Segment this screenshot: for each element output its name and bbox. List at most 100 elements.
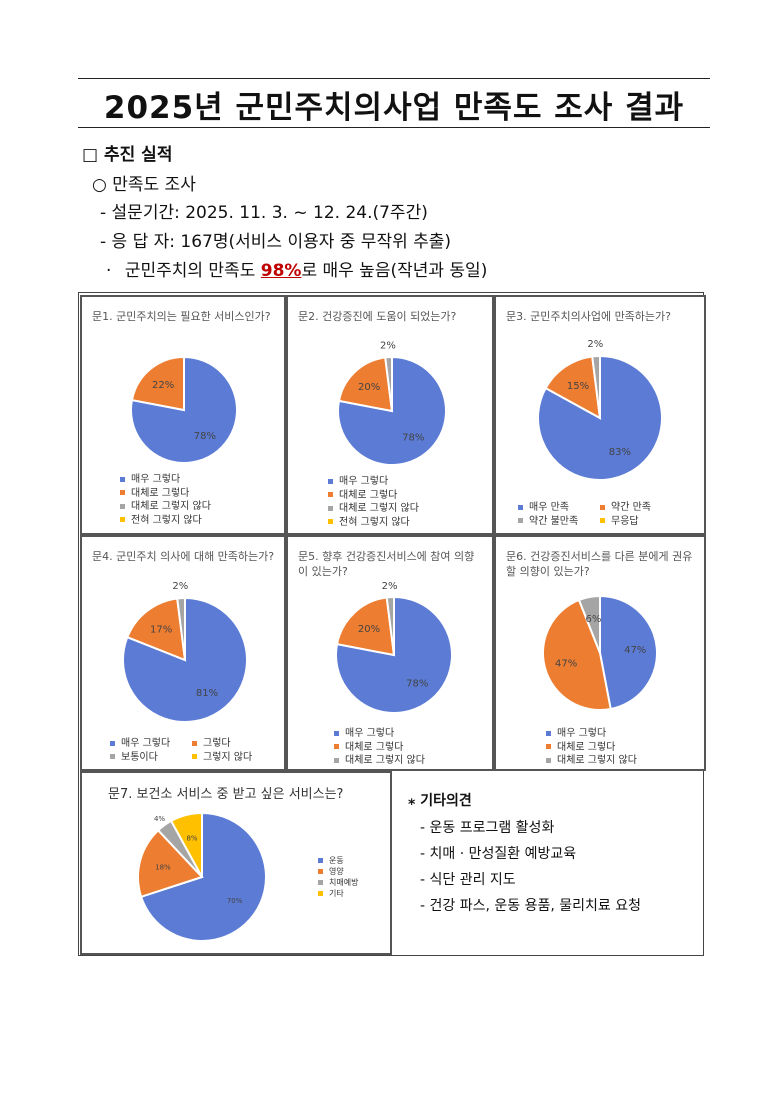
pie-data-label: 47% [555, 658, 577, 669]
chart-panel-q2: 문2. 건강증진에 도움이 되었는가? 78% 20% 2% 매우 그렇다 대체로 그… [286, 295, 494, 535]
chart-legend: 매우 만족 약간 만족 약간 불만족 무응답 [518, 501, 682, 528]
survey-respondents: - 응 답 자: 167명(서비스 이용자 중 무작위 추출) [100, 232, 452, 252]
legend-label: 기타 [329, 889, 344, 898]
legend-swatch [328, 492, 333, 497]
title-top-rule [78, 78, 710, 79]
legend-row: 대체로 그렇다 [546, 741, 637, 755]
legend-item: 그렇지 않다 [192, 751, 274, 765]
pie-data-label: 81% [196, 688, 218, 699]
legend-row: 매우 만족 약간 만족 [518, 501, 682, 515]
chart-panel-q3: 문3. 군민주치의사업에 만족하는가? 83% 15% 2% 매우 만족 약간 만족 약… [494, 295, 706, 535]
pie-data-label: 78% [402, 432, 424, 443]
legend-row: 대체로 그렇다 [328, 489, 419, 503]
legend-item: 약간 만족 [600, 501, 682, 515]
summary-text-before: 군민주치의 만족도 [124, 261, 261, 281]
legend-item: 대체로 그렇다 [334, 741, 403, 755]
legend-swatch [120, 476, 125, 482]
etc-item: - 건강 파스, 운동 용품, 물리치료 요청 [420, 898, 641, 914]
legend-swatch [334, 757, 339, 763]
etc-item: - 운동 프로그램 활성화 [420, 820, 555, 836]
legend-item: 치매예방 [318, 877, 358, 888]
chart-panel-q7: 문7. 보건소 서비스 중 받고 싶은 서비스는? 70% 18% 4% 8% 운동 영… [80, 771, 392, 955]
pie-chart-q5: 78% 20% 2% [335, 581, 453, 714]
legend-item: 대체로 그렇지 않다 [334, 754, 425, 768]
pie-data-label: 4% [154, 815, 165, 823]
legend-label: 매우 그렇다 [345, 728, 395, 739]
pie-slice [126, 597, 187, 662]
legend-item: 운동 [318, 855, 344, 866]
legend-label: 대체로 그렇다 [345, 741, 404, 753]
pie-chart-q4: 81% 17% 2% [122, 581, 248, 723]
pie-data-label: 2% [380, 341, 396, 352]
legend-label: 약간 불만족 [529, 515, 579, 527]
legend-swatch [318, 880, 323, 885]
section-heading: □ 추진 실적 [82, 145, 173, 165]
legend-item: 영양 [318, 866, 344, 877]
chart-title: 문1. 군민주치의는 필요한 서비스인가? [92, 310, 271, 323]
pie-data-label: 15% [567, 381, 589, 392]
legend-row: 대체로 그렇지 않다 [120, 500, 211, 514]
chart-title: 문2. 건강증진에 도움이 되었는가? [298, 310, 457, 323]
legend-item: 기타 [318, 888, 344, 899]
legend-swatch [334, 744, 339, 749]
legend-swatch [110, 740, 115, 746]
pie-slice [591, 354, 601, 419]
chart-legend: 매우 그렇다 대체로 그렇다 대체로 그렇지 않다 [546, 727, 637, 768]
legend-item: 매우 그렇다 [110, 737, 192, 751]
legend-label: 약간 만족 [611, 502, 651, 513]
pie-data-label: 78% [194, 431, 216, 442]
legend-item: 매우 그렇다 [334, 727, 394, 741]
legend-item: 매우 만족 [518, 501, 600, 515]
legend-swatch [120, 503, 125, 509]
chart-legend: 운동 영양 치매예방 기타 [318, 855, 358, 899]
legend-swatch [120, 517, 125, 522]
pie-slice [176, 596, 186, 661]
legend-swatch [318, 869, 323, 874]
summary-text-after: 로 매우 높음(작년과 동일) [301, 261, 488, 281]
legend-swatch [334, 730, 339, 736]
legend-swatch [600, 504, 605, 510]
legend-row: 매우 그렇다 [546, 727, 637, 741]
legend-row: 매우 그렇다 [120, 473, 211, 487]
legend-item: 매우 그렇다 [546, 727, 606, 741]
legend-label: 대체로 그렇지 않다 [557, 755, 637, 766]
legend-item: 대체로 그렇지 않다 [546, 754, 637, 768]
pie-data-label: 83% [609, 447, 631, 458]
etc-item: - 식단 관리 지도 [420, 872, 516, 888]
legend-row: 매우 그렇다 [328, 475, 419, 489]
legend-swatch [600, 518, 605, 523]
chart-title: 문5. 향후 건강증진서비스에 참여 의향이 있는가? [298, 550, 475, 578]
legend-row: 보통이다 그렇지 않다 [110, 751, 274, 765]
pie-slice [137, 828, 204, 899]
legend-row: 매우 그렇다 그렇다 [110, 737, 274, 751]
chart-title: 문4. 군민주치 의사에 대해 만족하는가? [92, 550, 275, 563]
survey-period: - 설문기간: 2025. 11. 3. ~ 12. 24.(7주간) [100, 203, 428, 223]
legend-swatch [328, 505, 333, 511]
pie-data-label: 2% [172, 581, 188, 592]
pie-slice [139, 811, 267, 942]
pie-data-label: 18% [155, 863, 171, 871]
legend-label: 그렇다 [203, 738, 231, 749]
chart-title: 문6. 건강증진서비스를 다른 분에게 권유할 의향이 있는가? [506, 550, 693, 578]
pie-data-label: 8% [186, 834, 197, 842]
legend-swatch [546, 744, 551, 749]
chart-panel-q4: 문4. 군민주치 의사에 대해 만족하는가? 81% 17% 2% 매우 그렇다 그렇… [80, 535, 286, 771]
pie-slice [335, 596, 396, 657]
legend-label: 대체로 그렇지 않다 [345, 755, 425, 766]
legend-row: 치매예방 [318, 877, 358, 888]
pie-slice [337, 356, 394, 413]
legend-swatch [328, 478, 333, 484]
pie-data-label: 6% [585, 614, 601, 625]
legend-row: 대체로 그렇지 않다 [546, 754, 637, 768]
legend-item: 약간 불만족 [518, 515, 600, 529]
legend-label: 매우 그렇다 [131, 474, 181, 485]
chart-panel-q5: 문5. 향후 건강증진서비스에 참여 의향이 있는가? 78% 20% 2% 매우 … [286, 535, 494, 771]
legend-row: 운동 [318, 855, 358, 866]
legend-row: 대체로 그렇다 [120, 487, 211, 501]
pie-chart-q3: 83% 15% 2% [537, 339, 663, 481]
pie-data-label: 17% [150, 625, 172, 636]
legend-item: 보통이다 [110, 751, 192, 765]
legend-swatch [192, 754, 197, 759]
legend-label: 영양 [329, 867, 344, 876]
